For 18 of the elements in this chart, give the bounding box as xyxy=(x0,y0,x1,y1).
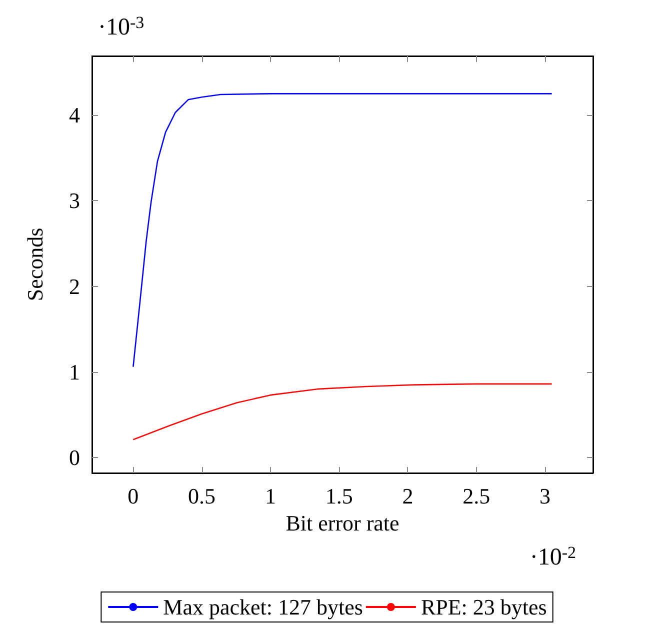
x-tick-label: 0 xyxy=(128,484,139,508)
x-tick-label: 1 xyxy=(264,484,276,508)
y-axis-title: Seconds xyxy=(22,228,48,302)
x-tick-label: 2 xyxy=(402,484,414,508)
line-series xyxy=(132,383,552,440)
x-tick-label: 3 xyxy=(539,484,550,508)
x-tick-label: 2.5 xyxy=(462,484,490,508)
legend-label: RPE: 23 bytes xyxy=(420,594,547,620)
line-series xyxy=(132,93,552,368)
legend-label: Max packet: 127 bytes xyxy=(163,594,363,620)
y-tick-label: 4 xyxy=(69,102,80,128)
y-tick-label: 1 xyxy=(69,359,80,384)
y-tick-label: 3 xyxy=(69,188,80,214)
x-tick-label: 0.5 xyxy=(188,484,216,508)
x-tick-label: 1.5 xyxy=(325,484,353,508)
x-axis-title: Bit error rate xyxy=(286,510,400,536)
y-tick-label: 2 xyxy=(69,274,80,299)
y-tick-label: 0 xyxy=(69,445,80,470)
